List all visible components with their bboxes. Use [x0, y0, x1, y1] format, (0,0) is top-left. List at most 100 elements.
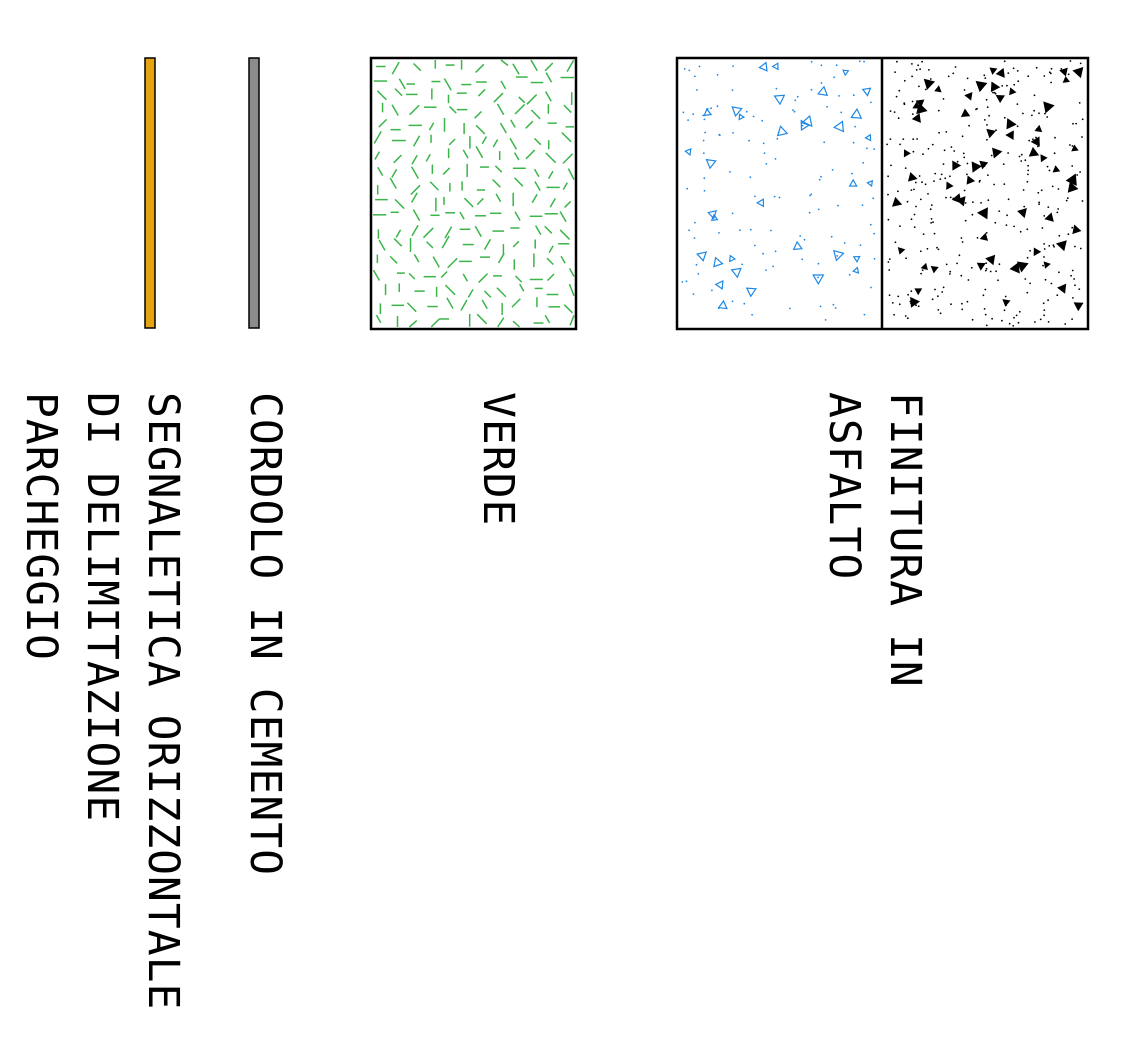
aggregate-dot [912, 150, 915, 153]
grass-dash [512, 240, 520, 248]
aggregate-dot [1035, 66, 1038, 69]
aggregate-dot [1042, 302, 1045, 305]
grass-dash [459, 211, 465, 220]
grass-dash [410, 184, 421, 196]
aggregate-dot [1050, 81, 1052, 84]
grass-dash [389, 255, 398, 264]
aggregate-dot [937, 309, 940, 311]
aggregate-dot [893, 313, 895, 316]
grass-dash [422, 227, 434, 239]
aggregate-stone [1073, 302, 1084, 312]
aggregate-stone [703, 107, 713, 117]
grass-dash [475, 124, 486, 135]
grass-dash [526, 94, 538, 105]
aggregate-dot [954, 66, 957, 68]
aggregate-dot [990, 154, 993, 157]
aggregate-dot [941, 291, 944, 293]
aggregate-dot [1019, 230, 1022, 233]
aggregate-dot [942, 286, 945, 289]
aggregate-dot [1027, 169, 1030, 172]
aggregate-stone [800, 119, 811, 131]
aggregate-stone [986, 128, 996, 139]
aggregate-stone [1055, 240, 1067, 252]
grass-dash [378, 239, 386, 251]
aggregate-stone [1043, 101, 1055, 114]
aggregate-dot [688, 69, 691, 72]
aggregate-dot [858, 60, 861, 63]
aggregate-dot [1066, 197, 1069, 200]
grass-dash [512, 320, 521, 328]
aggregate-dot [1041, 227, 1044, 229]
aggregate-dot [975, 108, 977, 111]
aggregate-dot [729, 171, 731, 173]
aggregate-stone [717, 299, 728, 310]
aggregate-dot [929, 208, 932, 211]
aggregate-dot [938, 131, 940, 134]
aggregate-dot [949, 185, 952, 187]
aggregate-dot [1056, 211, 1059, 214]
aggregate-stone [773, 94, 786, 106]
aggregate-dot [985, 267, 988, 270]
aggregate-dot [682, 111, 685, 114]
grass-dash [378, 118, 388, 128]
aggregate-stone [758, 61, 768, 72]
aggregate-dot [985, 232, 988, 234]
aggregate-dot [985, 262, 988, 264]
grass-dash [478, 273, 489, 284]
grass-dash [395, 229, 402, 238]
grass-dash [446, 297, 454, 309]
grass-dash [374, 151, 381, 160]
grass-dash [449, 105, 457, 114]
grass-dash [566, 59, 575, 73]
grass-dash [391, 104, 399, 116]
aggregate-dot [1013, 225, 1015, 228]
aggregate-dot [716, 73, 719, 76]
aggregate-dot [763, 152, 766, 155]
aggregate-dot [933, 232, 936, 235]
marking-label: SEGNALETICA ORIZZONTALE DI DELIMITAZIONE… [10, 392, 193, 1010]
aggregate-dot [753, 244, 756, 247]
grass-dash [544, 314, 551, 324]
aggregate-dot [936, 246, 938, 249]
aggregate-dot [894, 241, 897, 244]
grass-dash [463, 197, 474, 208]
aggregate-dot [1058, 271, 1060, 274]
aggregate-dot [950, 146, 953, 149]
aggregate-dot [922, 153, 924, 156]
aggregate-dot [687, 119, 689, 121]
aggregate-dot [993, 183, 995, 186]
aggregate-dot [906, 200, 909, 203]
aggregate-dot [854, 125, 856, 128]
aggregate-dot [1079, 247, 1082, 250]
aggregate-dot [899, 143, 901, 146]
aggregate-dot [1013, 316, 1015, 319]
aggregate-stone [710, 213, 719, 222]
aggregate-stone [995, 67, 1005, 78]
aggregate-dot [966, 162, 969, 165]
aggregate-dot [772, 265, 774, 268]
aggregate-stone [1009, 87, 1017, 96]
aggregate-dot [681, 281, 684, 283]
aggregate-dot [1029, 249, 1031, 252]
aggregate-dot [902, 138, 905, 141]
grass-dash [568, 283, 575, 297]
grass-dash [481, 299, 488, 310]
aggregate-dot [1033, 109, 1035, 112]
aggregate-dot [915, 304, 917, 307]
grass-dash [475, 63, 485, 73]
aggregate-dot [697, 273, 700, 275]
aggregate-dot [978, 180, 981, 183]
aggregate-dot [717, 307, 720, 310]
aggregate-dot [937, 109, 940, 112]
aggregate-dot [1027, 75, 1030, 78]
aggregate-dot [826, 105, 828, 108]
aggregate-stone [976, 207, 988, 220]
aggregate-stone [911, 113, 921, 123]
aggregate-dot [961, 308, 964, 311]
aggregate-stone [832, 249, 845, 262]
aggregate-dot [762, 252, 764, 255]
aggregate-dot [1071, 269, 1074, 272]
aggregate-dot [897, 117, 900, 120]
aggregate-dot [949, 270, 952, 273]
aggregate-dot [799, 235, 802, 237]
